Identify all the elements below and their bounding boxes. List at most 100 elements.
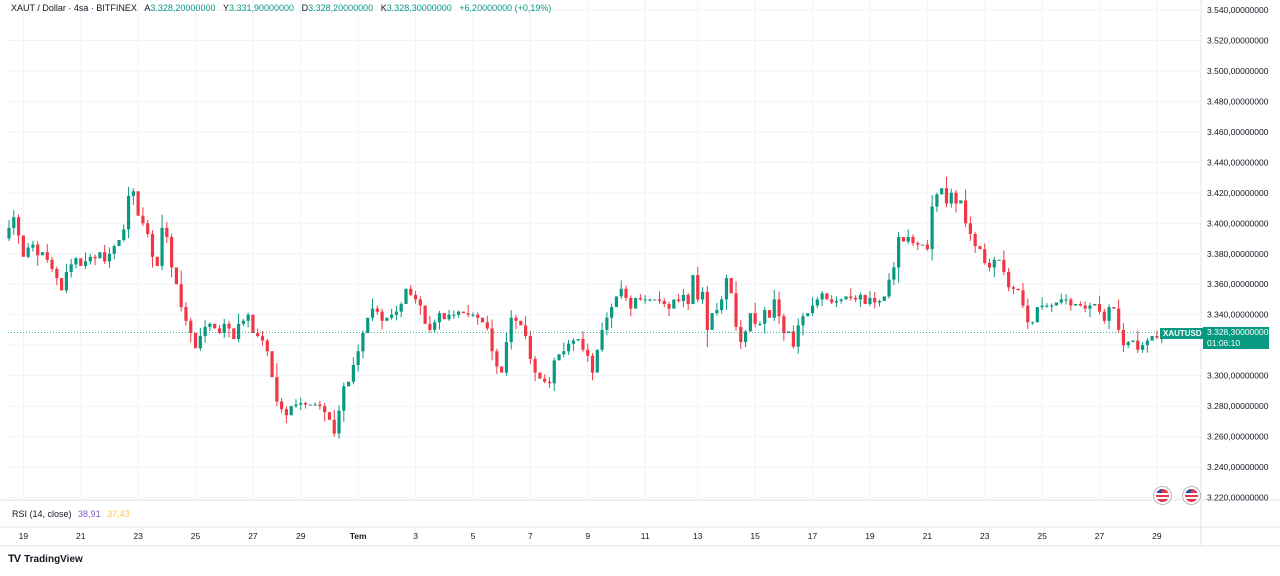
candle-body bbox=[275, 377, 279, 402]
candle-body bbox=[480, 317, 485, 323]
candle bbox=[356, 344, 360, 372]
candle bbox=[98, 252, 102, 259]
candle-body bbox=[50, 259, 54, 269]
candle-body bbox=[547, 381, 552, 384]
candle bbox=[590, 353, 595, 381]
candle-body bbox=[208, 323, 212, 327]
rsi-legend[interactable]: RSI (14, close) 38,91 37,43 bbox=[12, 509, 130, 519]
candle-body bbox=[724, 278, 729, 300]
candle bbox=[275, 363, 279, 407]
candle-body bbox=[729, 278, 733, 294]
candle-body bbox=[452, 314, 456, 316]
candle-body bbox=[997, 259, 1001, 261]
y-axis-tick-label: 3.400,00000000 bbox=[1207, 218, 1269, 228]
candle-body bbox=[662, 300, 666, 305]
candle bbox=[318, 400, 322, 410]
symbol-title[interactable]: XAUT / Dollar · 4sa · BITFINEX bbox=[11, 3, 137, 13]
candle-body bbox=[571, 340, 575, 344]
candle-body bbox=[533, 358, 537, 373]
candle-body bbox=[796, 325, 800, 347]
candle-body bbox=[523, 325, 528, 337]
candle-body bbox=[471, 314, 475, 316]
candle bbox=[533, 356, 537, 382]
candle bbox=[767, 310, 772, 318]
candle-body bbox=[863, 294, 867, 305]
candle bbox=[830, 295, 834, 304]
y-axis-tick-label: 3.500,00000000 bbox=[1207, 66, 1269, 76]
candle bbox=[1131, 340, 1135, 343]
candle-body bbox=[1140, 345, 1145, 350]
candle bbox=[562, 342, 566, 358]
candle-body bbox=[1007, 272, 1011, 288]
candle-body bbox=[170, 236, 174, 268]
candle-body bbox=[667, 304, 671, 309]
candle bbox=[203, 320, 207, 343]
candle-body bbox=[748, 313, 752, 332]
candle-body bbox=[930, 206, 934, 250]
candle bbox=[820, 291, 824, 307]
candle-body bbox=[643, 299, 647, 301]
candle-body bbox=[280, 401, 284, 410]
candle-body bbox=[509, 317, 513, 343]
candle-body bbox=[964, 200, 968, 224]
candle-body bbox=[504, 342, 509, 373]
candle bbox=[351, 357, 355, 385]
us-flag-event-icon[interactable] bbox=[1154, 487, 1171, 504]
candle bbox=[839, 298, 843, 304]
candle bbox=[1150, 336, 1154, 341]
candle bbox=[983, 243, 987, 265]
ohlc-legend: XAUT / Dollar · 4sa · BITFINEX A3.328,20… bbox=[11, 3, 551, 13]
candle bbox=[79, 258, 83, 266]
candle bbox=[227, 320, 231, 338]
candle-body bbox=[174, 267, 179, 285]
us-flag-event-icon[interactable] bbox=[1183, 487, 1200, 504]
candle bbox=[863, 294, 867, 305]
candle-body bbox=[887, 279, 891, 297]
candle bbox=[1054, 302, 1059, 306]
candle bbox=[500, 366, 504, 373]
candle bbox=[433, 319, 437, 333]
candle bbox=[853, 295, 858, 303]
candle bbox=[126, 186, 131, 239]
tradingview-logo-icon: TV bbox=[8, 553, 21, 565]
candle bbox=[1112, 307, 1116, 309]
candle bbox=[1117, 299, 1121, 333]
candle bbox=[791, 325, 796, 349]
candle bbox=[638, 293, 642, 301]
candle bbox=[653, 299, 657, 301]
candle-body bbox=[1131, 340, 1135, 343]
candle bbox=[299, 397, 303, 411]
candle bbox=[327, 412, 332, 420]
candle-body bbox=[399, 304, 403, 312]
candle-body bbox=[1059, 299, 1063, 303]
candle bbox=[772, 289, 776, 321]
candle-body bbox=[758, 323, 762, 325]
candle bbox=[437, 310, 442, 330]
candle bbox=[815, 296, 819, 309]
y-axis-tick-label: 3.480,00000000 bbox=[1207, 96, 1269, 106]
candle bbox=[12, 210, 16, 235]
candle bbox=[504, 332, 509, 376]
candle-body bbox=[447, 314, 451, 320]
candle-body bbox=[146, 223, 150, 234]
candle bbox=[208, 322, 212, 332]
candle-body bbox=[677, 299, 681, 301]
candle bbox=[60, 278, 64, 291]
candle-body bbox=[390, 314, 394, 318]
candle-body bbox=[437, 313, 442, 323]
tradingview-brand[interactable]: TV TradingView bbox=[8, 553, 83, 565]
candle bbox=[418, 296, 422, 315]
candle-body bbox=[949, 192, 953, 204]
candle-body bbox=[155, 256, 159, 266]
candle-body bbox=[767, 310, 772, 318]
candle bbox=[36, 241, 40, 266]
candle-body bbox=[375, 308, 379, 312]
candle bbox=[7, 220, 11, 242]
candle bbox=[146, 219, 150, 238]
candle bbox=[480, 317, 485, 323]
candle bbox=[748, 313, 752, 332]
y-axis-tick-label: 3.340,00000000 bbox=[1207, 310, 1269, 320]
candle bbox=[710, 313, 714, 330]
